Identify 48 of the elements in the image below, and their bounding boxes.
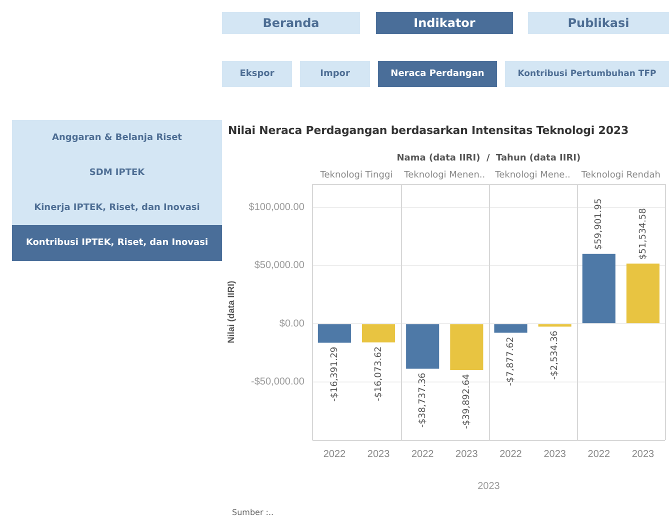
data-label: -$16,073.62	[374, 346, 384, 402]
text: Ekspor	[222, 61, 292, 87]
bar	[582, 254, 616, 324]
data-label: -$16,391.29	[330, 346, 340, 402]
y-tick-label: $100,000.00	[248, 202, 305, 214]
text: Teknologi Tinggi	[319, 170, 393, 180]
bar	[318, 324, 351, 343]
text: Kontribusi Pertumbuhan TFP	[505, 61, 669, 87]
x-axis-title: 2023	[478, 480, 500, 492]
y-axis-title: Nilai (data IIRI)	[226, 280, 236, 344]
text: Impor	[300, 61, 370, 87]
data-label: -$7,877.62	[506, 336, 516, 386]
data-label: -$39,892.64	[462, 374, 472, 429]
text: Publikasi	[528, 12, 669, 34]
bar	[494, 324, 528, 333]
data-label: -$38,737.36	[418, 372, 428, 428]
bar	[538, 324, 572, 327]
data-label: -$2,534.36	[550, 330, 560, 380]
bar	[406, 324, 440, 369]
y-tick-label: -$50,000.00	[251, 376, 305, 388]
text: Beranda	[222, 12, 360, 34]
bar	[626, 264, 660, 324]
x-tick-label: 2023	[544, 448, 566, 460]
bar	[362, 324, 396, 342]
x-tick-label: 2023	[367, 448, 390, 460]
text: Nama (data IIRI) / Tahun (data IIRI)	[396, 153, 581, 164]
text: Kontribusi IPTEK, Riset, dan Inovasi	[12, 225, 222, 261]
text: Indikator	[376, 12, 513, 34]
chart-title: Nilai Neraca Perdagangan berdasarkan Intensitas Teknologi 2023	[228, 124, 629, 137]
y-tick-label: $0.00	[279, 318, 305, 330]
x-tick-label: 2023	[632, 448, 655, 460]
x-tick-label: 2022	[588, 448, 610, 460]
data-label: $51,534.58	[638, 208, 648, 260]
x-tick-label: 2023	[456, 448, 478, 460]
bar	[450, 324, 484, 370]
x-tick-label: 2022	[323, 448, 346, 460]
text: Teknologi Rendah	[580, 170, 660, 180]
text: Neraca Perdangan	[378, 61, 497, 87]
data-label: $59,901.95	[594, 198, 604, 250]
text: Kinerja IPTEK, Riset, dan Inovasi	[12, 190, 222, 225]
text: SDM IPTEK	[12, 155, 222, 190]
y-tick-label: $50,000.00	[254, 260, 305, 272]
text: Anggaran & Belanja Riset	[12, 120, 222, 155]
x-tick-label: 2022	[500, 448, 522, 460]
x-tick-label: 2022	[411, 448, 434, 460]
text: Teknologi Mene..	[494, 170, 570, 180]
text: Teknologi Menen..	[403, 170, 486, 180]
text: Sumber :..	[232, 508, 274, 517]
